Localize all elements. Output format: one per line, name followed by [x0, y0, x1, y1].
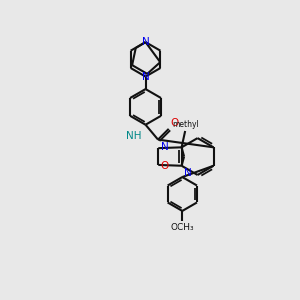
Text: N: N	[142, 72, 149, 82]
Text: methyl: methyl	[172, 120, 199, 129]
Text: OCH₃: OCH₃	[170, 224, 194, 232]
Text: N: N	[184, 168, 192, 178]
Text: N: N	[161, 142, 168, 152]
Text: NH: NH	[126, 131, 141, 141]
Text: N: N	[142, 37, 149, 47]
Text: O: O	[170, 118, 178, 128]
Text: O: O	[161, 161, 169, 171]
